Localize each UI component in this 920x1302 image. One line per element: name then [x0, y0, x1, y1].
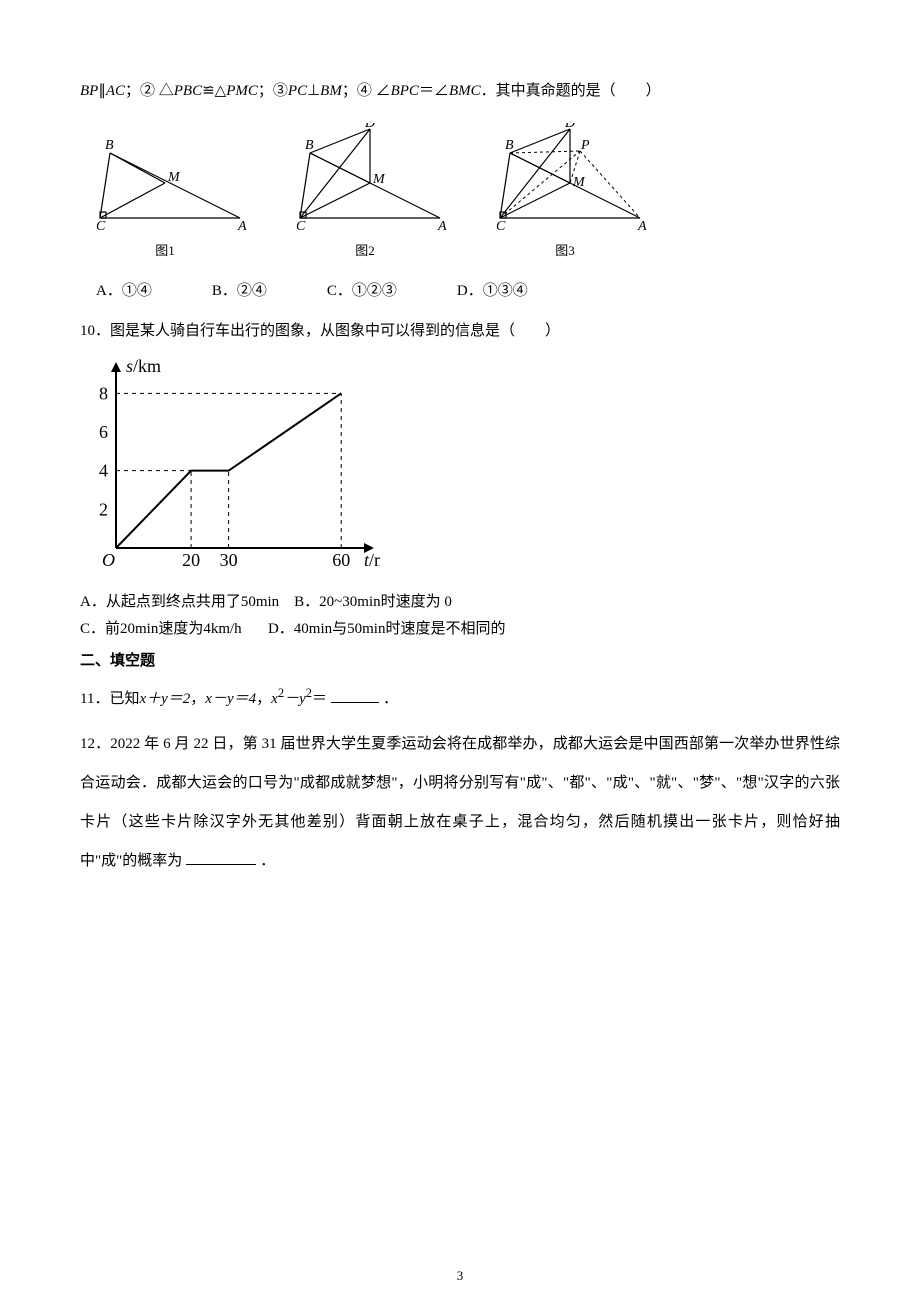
svg-text:t/min: t/min — [364, 550, 380, 570]
svg-text:B: B — [105, 138, 114, 153]
q10-chart: 2 4 6 8 20 30 60 Os/km t/min — [80, 356, 840, 581]
q9-fig1: B M C A 图1 — [80, 133, 250, 259]
svg-text:C: C — [296, 219, 306, 233]
q9-figures: B M C A 图1 B M C A D 图2 — [80, 123, 840, 259]
svg-text:C: C — [496, 219, 506, 233]
svg-text:B: B — [305, 138, 314, 153]
q9-choice-c: C．①②③ — [327, 279, 397, 300]
q11-blank — [331, 702, 379, 703]
svg-text:B: B — [505, 138, 514, 153]
q9-choice-a: A．①④ — [96, 279, 152, 300]
svg-text:M: M — [572, 175, 586, 190]
svg-text:P: P — [580, 138, 590, 153]
q10-ans-c-t: C．前20min速度为4km/h — [80, 621, 242, 637]
q10-ans-b: B．20~30min时速度为 0 — [294, 594, 452, 610]
svg-text:A: A — [437, 219, 447, 233]
q12: 12．2022 年 6 月 22 日，第 31 届世界大学生夏季运动会将在成都举… — [80, 725, 840, 881]
q12-text: 12．2022 年 6 月 22 日，第 31 届世界大学生夏季运动会将在成都举… — [80, 736, 840, 869]
q10-ans-a: A．从起点到终点共用了50min — [80, 594, 279, 610]
q10-ans-c: C．前20min速度为4km/h — [80, 621, 242, 637]
q11-m2: ， — [256, 691, 271, 707]
q9-preline: BP∥AC；② △PBC≌△PMC；③PC⊥BM；④ ∠BPC＝∠BMC．其中真… — [80, 80, 840, 103]
q9-svg2: B M C A D — [280, 123, 450, 233]
q9-svg3: B M C A D P — [480, 123, 650, 233]
q10-ans-d-t: D．40min与50min时速度是不相同的 — [268, 621, 506, 637]
svg-text:C: C — [96, 219, 106, 233]
q10-answers: A．从起点到终点共用了50min B．20~30min时速度为 0 C．前20m… — [80, 589, 840, 643]
q9-svg1: B M C A — [80, 133, 250, 233]
q9-cb-k: B． — [212, 283, 237, 299]
q9-fig1-label: 图1 — [80, 240, 250, 259]
q9-ca-k: A． — [96, 283, 122, 299]
q9-cc-k: C． — [327, 283, 352, 299]
svg-text:D: D — [364, 123, 375, 131]
page-number: 3 — [0, 1268, 920, 1284]
q9-cb-v: ②④ — [237, 283, 267, 299]
q9-choice-d: D．①③④ — [457, 279, 528, 300]
q11-eq1: x＋y＝2 — [139, 691, 190, 707]
svg-text:8: 8 — [99, 383, 108, 403]
q9-rest: ；② △PBC≌△PMC；③PC⊥BM；④ ∠BPC＝∠BMC．其中真命题的是（… — [125, 83, 661, 99]
q10-ans-a-t: A．从起点到终点共用了50min — [80, 594, 279, 610]
q9-fig3-label: 图3 — [480, 240, 650, 259]
q10-ans-b-t: B．20~30min时速度为 0 — [294, 594, 452, 610]
svg-text:D: D — [564, 123, 575, 131]
svg-text:M: M — [167, 170, 181, 185]
q9-fig2-label: 图2 — [280, 240, 450, 259]
q9-cc-v: ①②③ — [352, 283, 397, 299]
q9-cd-k: D． — [457, 283, 483, 299]
svg-text:30: 30 — [220, 550, 238, 570]
q11-mid: －y — [284, 691, 306, 707]
q9-text-ac: AC — [106, 83, 125, 99]
q9-choices: A．①④ B．②④ C．①②③ D．①③④ — [80, 279, 840, 300]
svg-text:4: 4 — [99, 461, 108, 481]
svg-text:20: 20 — [182, 550, 200, 570]
q11-m1: ， — [190, 691, 205, 707]
section2-heading: 二、填空题 — [80, 649, 840, 670]
q11-x: x — [271, 691, 278, 707]
q10-stem: 10．图是某人骑自行车出行的图象，从图象中可以得到的信息是（ ） — [80, 320, 840, 343]
q9-fig3: B M C A D P 图3 — [480, 123, 650, 259]
q11-tail: ． — [383, 691, 398, 707]
q11-pre: 11．已知 — [80, 691, 139, 707]
q9-choice-b: B．②④ — [212, 279, 267, 300]
q9-cd-v: ①③④ — [483, 283, 528, 299]
svg-text:A: A — [637, 219, 647, 233]
q9-parallel: ∥ — [98, 83, 106, 99]
svg-text:60: 60 — [332, 550, 350, 570]
q12-blank — [186, 864, 256, 865]
q9-fig2: B M C A D 图2 — [280, 123, 450, 259]
svg-text:O: O — [102, 550, 115, 570]
svg-text:M: M — [372, 172, 386, 187]
svg-text:s/km: s/km — [126, 356, 161, 376]
q11-eq2: x－y＝4 — [205, 691, 256, 707]
q10-svg: 2 4 6 8 20 30 60 Os/km t/min — [80, 356, 380, 576]
svg-text:A: A — [237, 219, 247, 233]
svg-text:2: 2 — [99, 499, 108, 519]
q11: 11．已知x＋y＝2，x－y＝4，x2－y2＝． — [80, 684, 840, 711]
q10-ans-d: D．40min与50min时速度是不相同的 — [268, 621, 506, 637]
q9-text-bp: BP — [80, 83, 98, 99]
q11-eq: ＝ — [312, 691, 327, 707]
svg-text:6: 6 — [99, 422, 108, 442]
q9-ca-v: ①④ — [122, 283, 152, 299]
q12-tail: ． — [260, 853, 275, 869]
